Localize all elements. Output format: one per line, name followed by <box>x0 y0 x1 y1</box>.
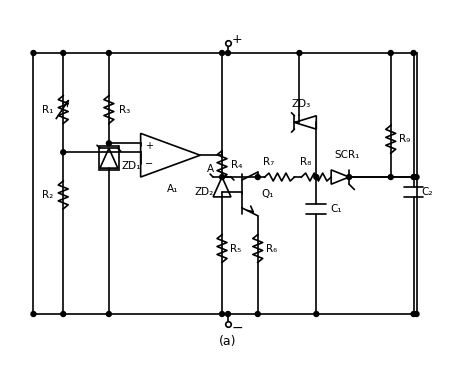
Circle shape <box>411 312 416 316</box>
Text: R₇: R₇ <box>263 157 274 167</box>
Text: R₂: R₂ <box>42 190 53 200</box>
Text: −: − <box>232 321 243 335</box>
Circle shape <box>414 175 419 179</box>
Text: ZD₃: ZD₃ <box>292 99 311 109</box>
Circle shape <box>106 312 111 316</box>
Circle shape <box>225 51 230 55</box>
Circle shape <box>414 312 419 316</box>
Circle shape <box>346 175 351 179</box>
Text: C₂: C₂ <box>422 187 433 197</box>
Circle shape <box>388 51 393 55</box>
Circle shape <box>106 141 111 146</box>
Circle shape <box>297 51 302 55</box>
Text: +: + <box>232 33 243 46</box>
Text: A₁: A₁ <box>166 184 178 194</box>
Circle shape <box>61 150 66 155</box>
Circle shape <box>314 312 319 316</box>
Text: R₈: R₈ <box>300 157 311 167</box>
Text: A: A <box>207 164 214 174</box>
Circle shape <box>106 51 111 55</box>
Circle shape <box>314 175 319 179</box>
Circle shape <box>31 312 36 316</box>
Text: R₅: R₅ <box>230 243 241 254</box>
Text: R₆: R₆ <box>266 243 277 254</box>
Circle shape <box>220 312 225 316</box>
Text: ZD₂: ZD₂ <box>194 187 213 197</box>
Circle shape <box>220 175 225 179</box>
Circle shape <box>61 312 66 316</box>
Text: −: − <box>144 159 153 169</box>
Circle shape <box>411 51 416 55</box>
Text: Q₁: Q₁ <box>262 189 274 199</box>
Circle shape <box>411 175 416 179</box>
Circle shape <box>220 51 225 55</box>
Text: R₃: R₃ <box>119 105 130 115</box>
Text: +: + <box>144 141 153 151</box>
Circle shape <box>255 175 260 179</box>
Circle shape <box>225 312 230 316</box>
Circle shape <box>255 312 260 316</box>
Text: C₁: C₁ <box>330 204 342 214</box>
Text: R₄: R₄ <box>231 160 243 170</box>
Text: ZD₁: ZD₁ <box>122 161 141 171</box>
Text: R₉: R₉ <box>399 134 410 144</box>
Text: (a): (a) <box>219 335 237 348</box>
Circle shape <box>388 175 393 179</box>
Text: R₁: R₁ <box>42 105 53 115</box>
Circle shape <box>61 51 66 55</box>
Text: SCR₁: SCR₁ <box>334 150 360 160</box>
Circle shape <box>31 51 36 55</box>
